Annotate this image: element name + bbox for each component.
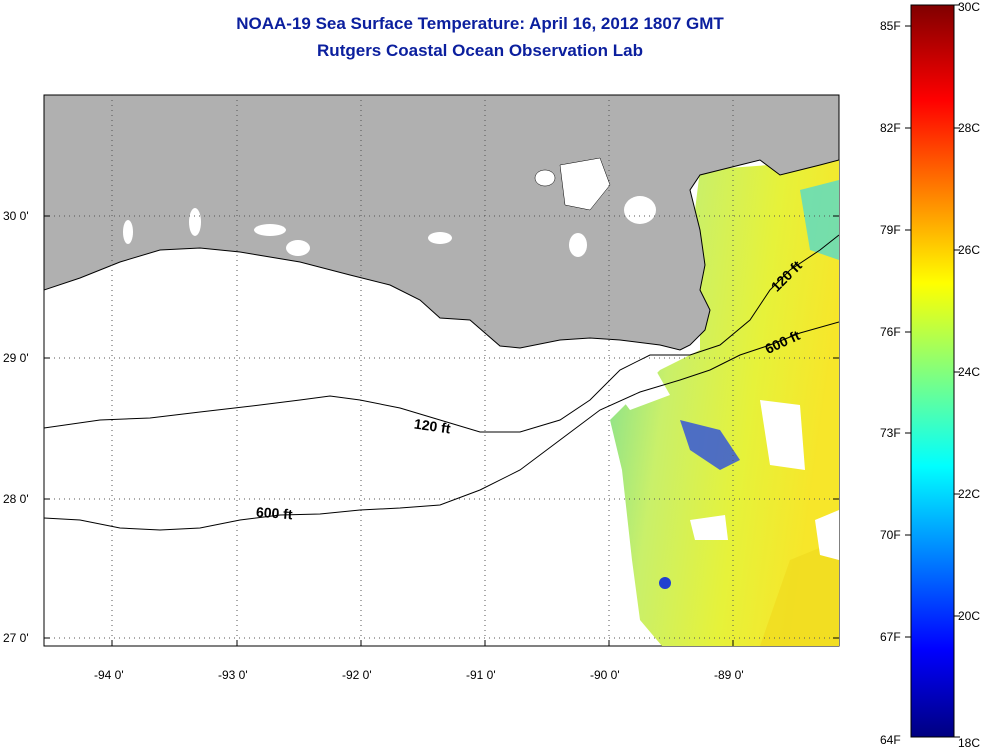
cloud-patch (534, 169, 556, 187)
cloud-patch (624, 196, 656, 224)
contour-120ft (44, 234, 839, 433)
cloud-patch (569, 233, 587, 257)
cloud-patch (123, 220, 133, 244)
cloud-patch (760, 400, 805, 470)
colorbar-c-label: 20C (958, 609, 981, 623)
colorbar-f-label: 73F (880, 426, 901, 440)
lat-label: 27 0' (3, 631, 29, 645)
lon-label: -91 0' (466, 668, 496, 682)
map-title: NOAA-19 Sea Surface Temperature: April 1… (236, 14, 724, 33)
cloud-patch (254, 224, 286, 236)
sst-cool-spot (659, 577, 671, 589)
lon-label: -90 0' (590, 668, 620, 682)
lat-label: 28 0' (3, 492, 29, 506)
lat-label: 29 0' (3, 351, 29, 365)
colorbar-f-label: 67F (880, 630, 901, 644)
colorbar-f-label: 82F (880, 121, 901, 135)
colorbar-c-label: 28C (958, 121, 981, 135)
lat-label: 30 0' (3, 209, 29, 223)
colorbar-f-label: 70F (880, 528, 901, 542)
sst-warm-patch (760, 540, 839, 646)
cloud-patch (815, 510, 839, 560)
colorbar-c-label: 18C (958, 736, 981, 750)
map-subtitle: Rutgers Coastal Ocean Observation Lab (317, 41, 643, 60)
sst-cool-patch (680, 420, 740, 470)
colorbar (910, 4, 955, 738)
sst-swath (610, 160, 839, 646)
colorbar-f-label: 64F (880, 733, 901, 747)
colorbar-f-label: 76F (880, 325, 901, 339)
cloud-patch (559, 157, 611, 211)
axis-ticks (44, 215, 839, 646)
colorbar-c-label: 22C (958, 487, 981, 501)
sst-cyan-patch (800, 180, 839, 260)
lon-label: -94 0' (94, 668, 124, 682)
contour-label-600ft: 600 ft (255, 503, 294, 523)
colorbar-f-label: 85F (880, 19, 901, 33)
land-area (44, 95, 839, 351)
graticule (44, 95, 839, 646)
cloud-patch (690, 515, 728, 540)
colorbar-c-label: 26C (958, 243, 981, 257)
lon-label: -92 0' (342, 668, 372, 682)
lon-label: -89 0' (714, 668, 744, 682)
colorbar-f-label: 79F (880, 223, 901, 237)
cloud-patch (189, 208, 201, 236)
lon-label: -93 0' (218, 668, 248, 682)
cloud-patch (286, 240, 310, 256)
colorbar-ticks (905, 4, 960, 738)
colorbar-c-label: 30C (958, 0, 981, 14)
cloud-patch (428, 232, 452, 244)
contour-600ft (44, 321, 839, 531)
colorbar-c-label: 24C (958, 365, 981, 379)
